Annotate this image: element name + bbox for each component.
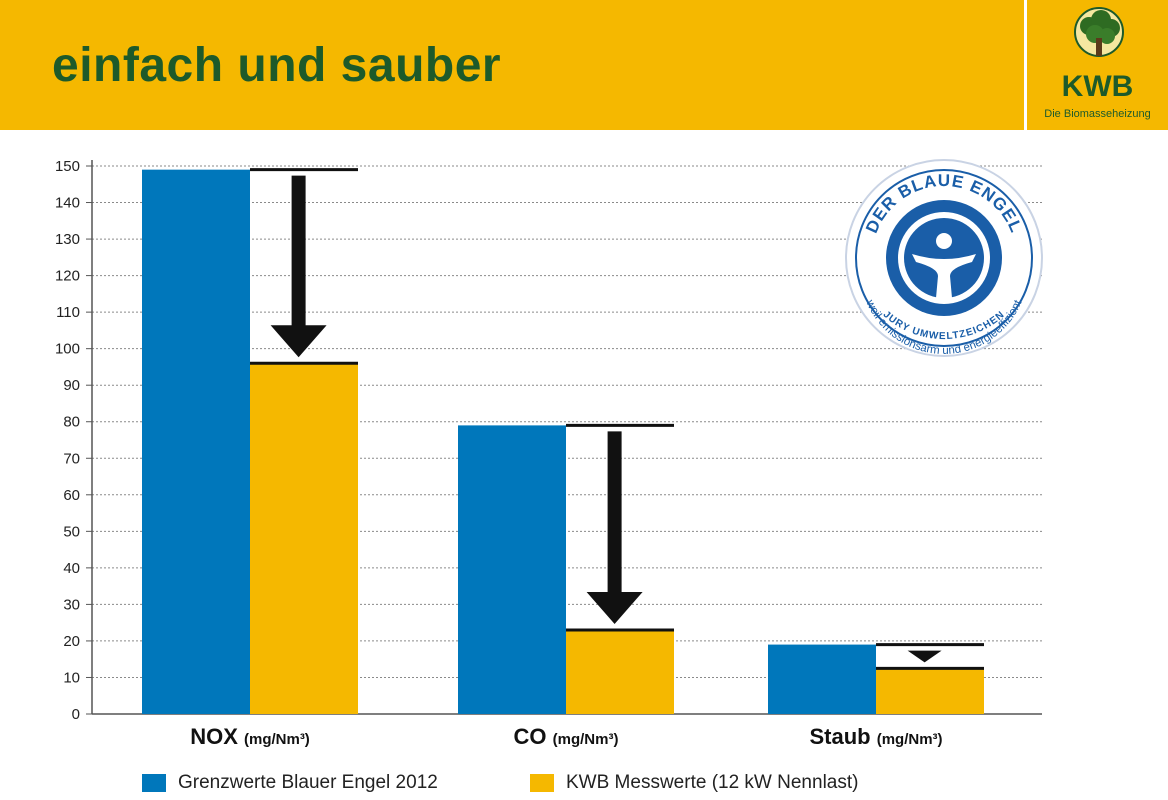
bar-measured (566, 629, 674, 714)
category-unit: (mg/Nm³) (244, 731, 310, 748)
category-name: NOX (190, 724, 244, 749)
y-tick-label: 90 (63, 377, 80, 394)
y-tick-label: 100 (55, 341, 80, 358)
y-tick-label: 130 (55, 231, 80, 248)
tree-icon (1074, 7, 1124, 57)
legend-swatch-yellow (530, 774, 554, 792)
kwb-logo: KWB Die Biomasseheizung (1024, 0, 1168, 130)
bar-measured (250, 363, 358, 714)
x-axis-label: CO (mg/Nm³) (514, 724, 619, 749)
down-arrow-icon (270, 175, 327, 358)
category-name: CO (514, 724, 553, 749)
category-unit: (mg/Nm³) (553, 731, 619, 748)
y-tick-label: 50 (63, 523, 80, 540)
x-axis-label: NOX (mg/Nm³) (190, 724, 310, 749)
y-tick-label: 60 (63, 487, 80, 504)
category-name: Staub (809, 724, 876, 749)
legend-swatch-blue (142, 774, 166, 792)
reduction-arrows (250, 168, 984, 670)
y-tick-label: 20 (63, 633, 80, 650)
legend-item-limit: Grenzwerte Blauer Engel 2012 (142, 772, 438, 794)
y-tick-label: 110 (56, 304, 80, 321)
y-tick-label: 120 (55, 268, 80, 285)
bar-chart: 0 10 20 30 40 50 60 70 80 90 100 110 120 130 140 150 NO… (55, 158, 1042, 749)
blauer-engel-seal: DER BLAUE ENGEL weil emissionsarm und en… (845, 159, 1043, 357)
y-tick-label: 140 (55, 195, 80, 212)
bar-limit (142, 169, 250, 715)
legend-label-kwb: KWB Messwerte (12 kW Nennlast) (566, 772, 859, 793)
legend-label-limit: Grenzwerte Blauer Engel 2012 (178, 772, 438, 793)
header-bar: einfach und sauber (0, 0, 1168, 130)
y-tick-label: 80 (63, 414, 80, 431)
logo-subtitle: Die Biomasseheizung (1044, 108, 1151, 120)
y-tick-label: 10 (63, 669, 80, 686)
y-tick-label: 30 (63, 596, 80, 613)
y-tick-label: 150 (55, 158, 80, 175)
bar-limit (768, 644, 876, 714)
y-tick-label: 40 (63, 560, 80, 577)
category-unit: (mg/Nm³) (877, 731, 943, 748)
bars (142, 169, 984, 715)
logo-name: KWB (1061, 70, 1134, 103)
x-axis-labels: NOX (mg/Nm³) CO (mg/Nm³) Staub (mg/Nm³) (190, 724, 942, 749)
down-arrow-icon (586, 431, 643, 624)
down-arrow-icon (907, 650, 942, 663)
y-tick-label: 0 (72, 706, 80, 723)
x-axis-label: Staub (mg/Nm³) (809, 724, 942, 749)
bar-measured (876, 668, 984, 714)
legend-item-kwb: KWB Messwerte (12 kW Nennlast) (530, 772, 858, 794)
page-title: einfach und sauber (52, 39, 502, 92)
bar-limit (458, 425, 566, 714)
y-tick-label: 70 (63, 450, 80, 467)
